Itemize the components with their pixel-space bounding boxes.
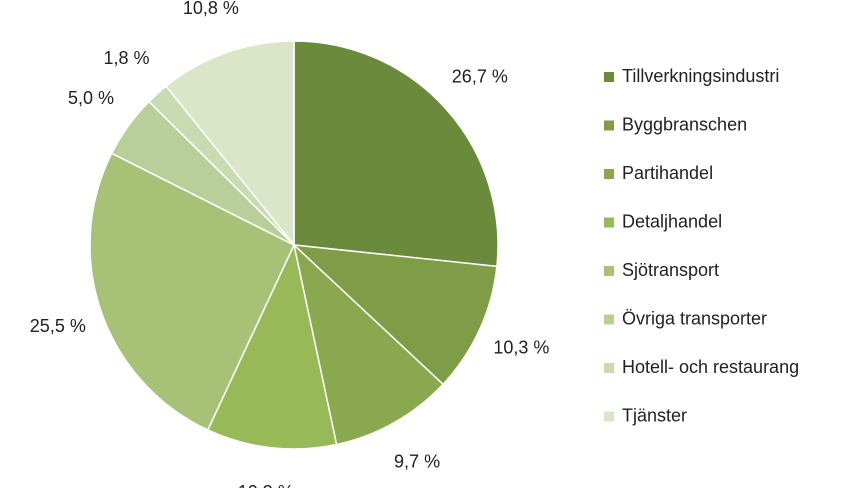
legend-label: Partihandel <box>622 163 713 183</box>
legend-label: Detaljhandel <box>622 211 722 231</box>
legend-swatch <box>604 411 614 422</box>
data-label: 25,5 % <box>30 316 86 336</box>
legend-label: Tjänster <box>622 405 687 425</box>
data-label: 1,8 % <box>103 48 149 68</box>
legend-swatch <box>604 363 614 373</box>
data-label: 10,3 % <box>238 482 294 488</box>
data-label: 9,7 % <box>394 451 440 471</box>
legend-swatch <box>604 266 614 276</box>
pie-slice <box>291 244 498 386</box>
legend-label: Byggbranschen <box>622 114 747 134</box>
pie-slice <box>293 40 499 268</box>
pie-slice <box>165 40 295 248</box>
pie-slice <box>206 242 338 450</box>
legend-label: Tillverkningsindustri <box>622 66 779 86</box>
legend-swatch <box>604 169 614 179</box>
legend-label: Övriga transporter <box>622 308 767 328</box>
data-label: 5,0 % <box>68 88 114 108</box>
pie-slice <box>292 242 445 446</box>
legend-swatch <box>604 217 614 228</box>
legend-label: Sjötransport <box>622 260 719 280</box>
legend-swatch <box>604 72 614 82</box>
data-label: 10,8 % <box>183 0 239 18</box>
legend-swatch <box>604 120 614 131</box>
data-label: 10,3 % <box>493 338 549 358</box>
pie-slice <box>89 152 295 431</box>
legend-label: Hotell- och restaurang <box>622 357 799 377</box>
data-label: 26,7 % <box>452 67 508 87</box>
legend-swatch <box>604 314 614 325</box>
